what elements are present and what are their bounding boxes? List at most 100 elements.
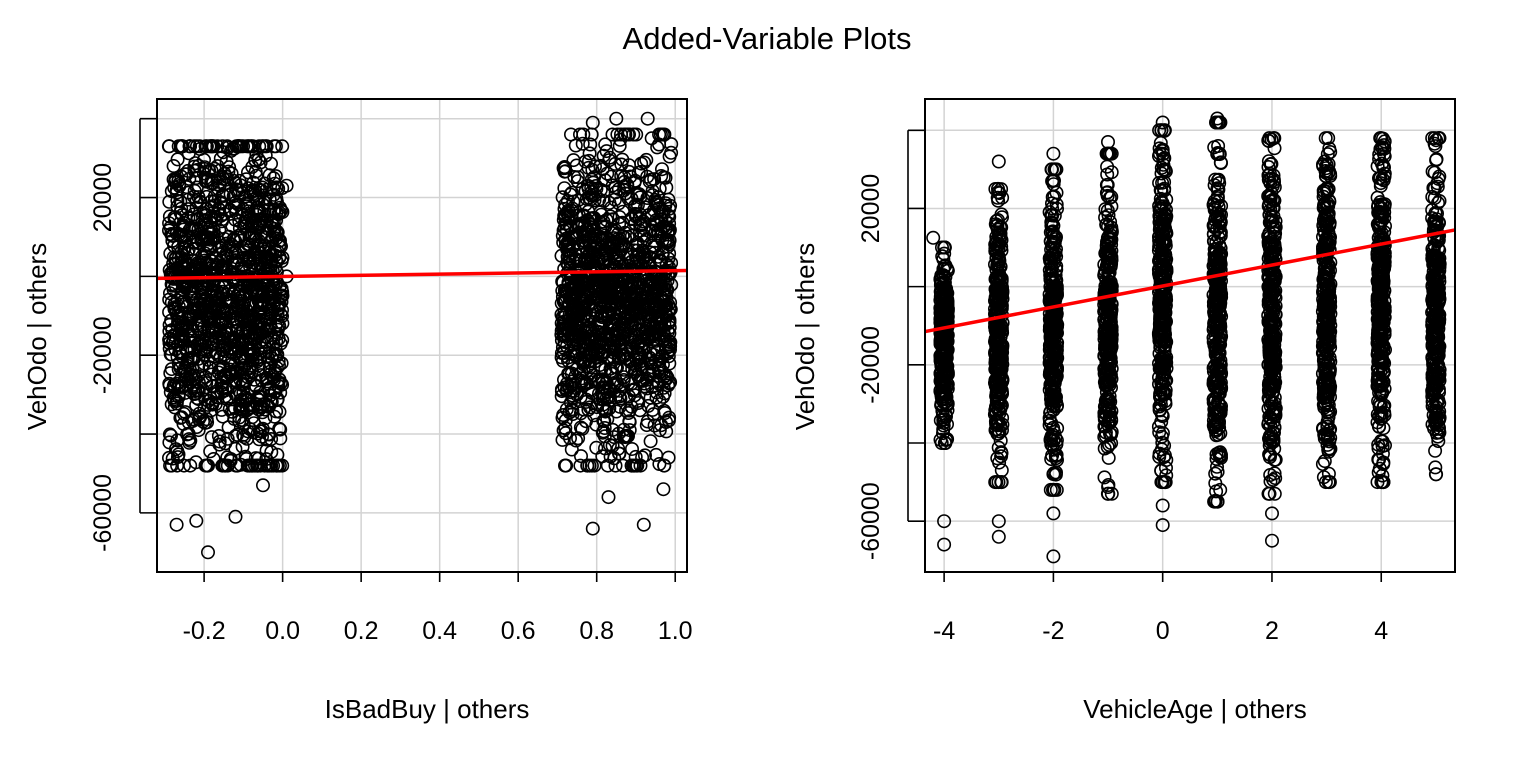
scatter-point: [232, 173, 247, 188]
scatter-point: [624, 441, 639, 456]
scatter-point: [558, 161, 573, 176]
scatter-point: [1154, 123, 1169, 138]
scatter-point: [207, 189, 222, 204]
scatter-point: [1155, 329, 1170, 344]
scatter-point: [991, 475, 1006, 490]
scatter-point: [646, 318, 661, 333]
scatter-point: [1154, 309, 1169, 324]
scatter-point: [249, 232, 264, 247]
scatter-point: [268, 253, 283, 268]
scatter-point: [201, 545, 216, 560]
scatter-point: [245, 342, 260, 357]
scatter-point: [1213, 155, 1228, 170]
scatter-point: [1213, 115, 1228, 130]
scatter-point: [166, 379, 181, 394]
scatter-point: [990, 418, 1005, 433]
scatter-point: [1213, 306, 1228, 321]
scatter-point: [935, 426, 950, 441]
scatter-point: [163, 366, 178, 381]
scatter-point: [554, 327, 569, 342]
scatter-point: [1154, 299, 1169, 314]
scatter-point: [1049, 316, 1064, 331]
scatter-point: [624, 254, 639, 269]
scatter-point: [170, 152, 185, 167]
scatter-point: [269, 458, 284, 473]
scatter-point: [189, 180, 204, 195]
scatter-point: [230, 289, 245, 304]
scatter-point: [558, 426, 573, 441]
scatter-point: [213, 208, 228, 223]
scatter-point: [1155, 426, 1170, 441]
scatter-point: [162, 341, 177, 356]
scatter-point: [595, 449, 610, 464]
scatter-point: [608, 180, 623, 195]
scatter-point: [1047, 482, 1062, 497]
scatter-point: [260, 312, 275, 327]
scatter-point: [203, 232, 218, 247]
scatter-point: [1158, 394, 1173, 409]
scatter-point: [183, 433, 198, 448]
scatter-point: [263, 393, 278, 408]
x-axis: -0.2 0.0 0.2 0.4 0.6 0.8 1.0: [183, 571, 693, 645]
scatter-point: [212, 311, 227, 326]
scatter-point: [251, 293, 266, 308]
scatter-point: [164, 397, 179, 412]
scatter-point: [273, 307, 288, 322]
scatter-point: [650, 374, 665, 389]
scatter-point: [601, 490, 616, 505]
scatter-point: [215, 139, 230, 154]
scatter-point: [643, 434, 658, 449]
scatter-point: [595, 219, 610, 234]
scatter-point: [935, 249, 950, 264]
scatter-point: [162, 209, 177, 224]
scatter-point: [1044, 416, 1059, 431]
scatter-point: [266, 187, 281, 202]
scatter-point: [992, 343, 1007, 358]
scatter-point: [590, 347, 605, 362]
scatter-point: [224, 366, 239, 381]
scatter-point: [555, 228, 570, 243]
scatter-point: [165, 451, 180, 466]
scatter-point: [607, 377, 622, 392]
scatter-point: [272, 421, 287, 436]
scatter-point: [1213, 482, 1228, 497]
scatter-point: [582, 146, 597, 161]
scatter-point: [642, 366, 657, 381]
scatter-point: [995, 410, 1010, 425]
scatter-point: [1101, 486, 1116, 501]
scatter-point: [568, 247, 583, 262]
scatter-point: [203, 253, 218, 268]
scatter-point: [203, 294, 218, 309]
scatter-point: [1158, 334, 1173, 349]
scatter-point: [1104, 436, 1119, 451]
scatter-point: [621, 127, 636, 142]
scatter-point: [233, 457, 248, 472]
scatter-point: [197, 152, 212, 167]
scatter-point: [580, 458, 595, 473]
scatter-point: [259, 139, 274, 154]
scatter-point: [592, 192, 607, 207]
scatter-point: [193, 255, 208, 270]
scatter-point: [250, 458, 265, 473]
scatter-point: [1212, 289, 1227, 304]
scatter-point: [939, 398, 954, 413]
scatter-point: [1103, 351, 1118, 366]
scatter-point: [622, 403, 637, 418]
scatter-point: [991, 268, 1006, 283]
scatter-point: [246, 281, 261, 296]
scatter-point: [226, 347, 241, 362]
scatter-point: [934, 359, 949, 374]
scatter-point: [621, 389, 636, 404]
scatter-point: [274, 254, 289, 269]
scatter-point: [940, 379, 955, 394]
scatter-point: [1214, 450, 1229, 465]
scatter-point: [164, 458, 179, 473]
scatter-point: [589, 307, 604, 322]
scatter-point: [174, 139, 189, 154]
scatter-point: [936, 418, 951, 433]
scatter-point: [609, 111, 624, 126]
scatter-point: [621, 375, 636, 390]
scatter-point: [273, 385, 288, 400]
scatter-point: [559, 382, 574, 397]
scatter-point: [565, 298, 580, 313]
